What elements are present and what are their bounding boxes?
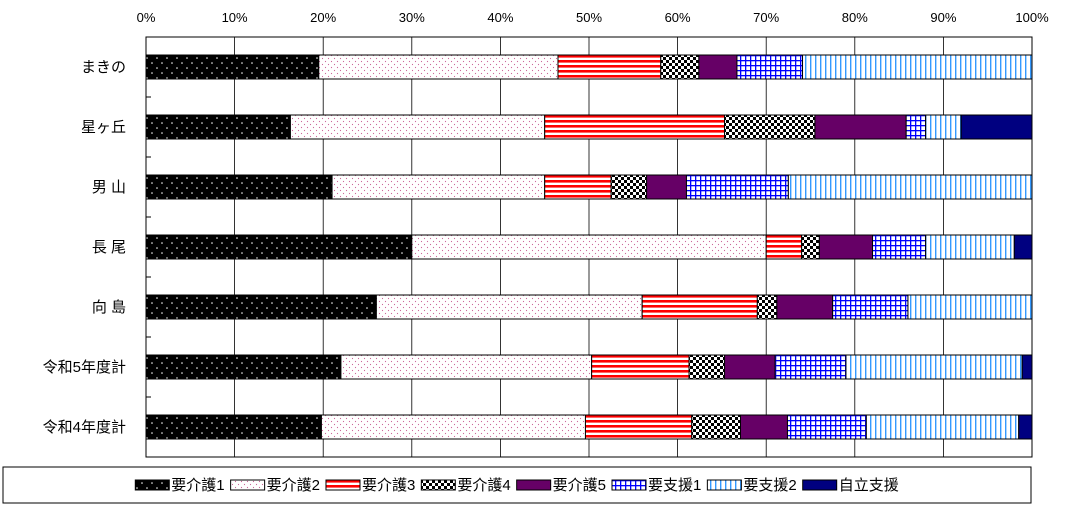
bar-segment [865, 414, 1020, 440]
bar-segment [544, 114, 726, 140]
x-tick-label: 100% [1015, 10, 1049, 25]
legend-swatch [706, 479, 742, 491]
bar-segment [832, 294, 909, 320]
bar-segment [610, 174, 648, 200]
bar-segment [786, 414, 867, 440]
bar-segment [960, 114, 1033, 140]
bar-segment [765, 234, 803, 260]
x-tick-label: 50% [576, 10, 602, 25]
bar-segment [145, 354, 342, 380]
bar-segment [724, 354, 776, 380]
bar-segment [740, 414, 788, 440]
bar-segment [845, 354, 1023, 380]
bar-segment [584, 414, 693, 440]
y-category-label: 星ヶ丘 [81, 119, 126, 136]
x-tick-label: 80% [842, 10, 868, 25]
bar-segment [646, 174, 687, 200]
bar-segment [145, 174, 333, 200]
x-tick-label: 0% [137, 10, 156, 25]
bar-segment [544, 174, 612, 200]
bar-segment [340, 354, 593, 380]
legend-label: 要介護5 [553, 477, 606, 494]
bar-segment [411, 234, 767, 260]
bar-segment [145, 234, 413, 260]
bar-segment [724, 114, 816, 140]
x-tick-label: 60% [665, 10, 691, 25]
legend-swatch [420, 479, 456, 491]
x-tick-label: 70% [753, 10, 779, 25]
legend-label: 要介護2 [267, 477, 320, 494]
y-category-label: 長 尾 [92, 239, 126, 256]
bar-segment [591, 354, 690, 380]
legend-label: 要支援2 [743, 477, 796, 494]
legend-label: 要支援1 [648, 477, 701, 494]
bar-segment [685, 174, 789, 200]
bar-segment [1021, 354, 1033, 380]
legend-swatch [230, 479, 266, 491]
x-tick-label: 20% [310, 10, 336, 25]
bar-segment [698, 54, 738, 80]
y-category-label: まきの [81, 59, 126, 76]
legend-label: 要介護4 [457, 477, 510, 494]
bar-segment [557, 54, 662, 80]
legend-label: 要介護1 [171, 477, 224, 494]
x-tick-label: 10% [222, 10, 248, 25]
bar-segment [787, 174, 1033, 200]
x-tick-label: 30% [399, 10, 425, 25]
y-category-label: 男 山 [92, 179, 126, 196]
legend-label: 要介護3 [362, 477, 415, 494]
y-category-label: 令和5年度計 [43, 359, 126, 376]
bar-segment [691, 414, 742, 440]
bar-segment [660, 54, 700, 80]
legend-label: 自立支援 [839, 477, 899, 494]
bar-segment [774, 354, 847, 380]
legend-swatch [611, 479, 647, 491]
bar-segment [872, 234, 927, 260]
bar-segment [814, 114, 907, 140]
bar-segment [925, 114, 962, 140]
y-category-label: 向 島 [92, 299, 126, 316]
bar-segment [320, 414, 586, 440]
bar-segment [145, 114, 291, 140]
bar-segment [801, 234, 820, 260]
bar-segment [145, 54, 320, 80]
legend-swatch [134, 479, 170, 491]
legend-swatch [516, 479, 552, 491]
x-tick-label: 90% [930, 10, 956, 25]
bar-segment [318, 54, 559, 80]
x-tick-label: 40% [487, 10, 513, 25]
legend-swatch [802, 479, 838, 491]
bar-segment [688, 354, 726, 380]
legend-swatch [325, 479, 361, 491]
bar-segment [375, 294, 643, 320]
y-category-label: 令和4年度計 [43, 419, 126, 436]
bar-segment [331, 174, 546, 200]
bar-segment [776, 294, 834, 320]
bar-segment [905, 114, 927, 140]
bar-segment [1013, 234, 1033, 260]
bar-segment [641, 294, 758, 320]
bar-segment [818, 234, 874, 260]
bar-segment [145, 294, 377, 320]
bar-segment [925, 234, 1015, 260]
bar-segment [289, 114, 546, 140]
bar-segment [736, 54, 804, 80]
bar-segment [907, 294, 1033, 320]
bar-segment [802, 54, 1033, 80]
bar-segment [145, 414, 322, 440]
bar-segment [756, 294, 778, 320]
bar-segment [1018, 414, 1033, 440]
